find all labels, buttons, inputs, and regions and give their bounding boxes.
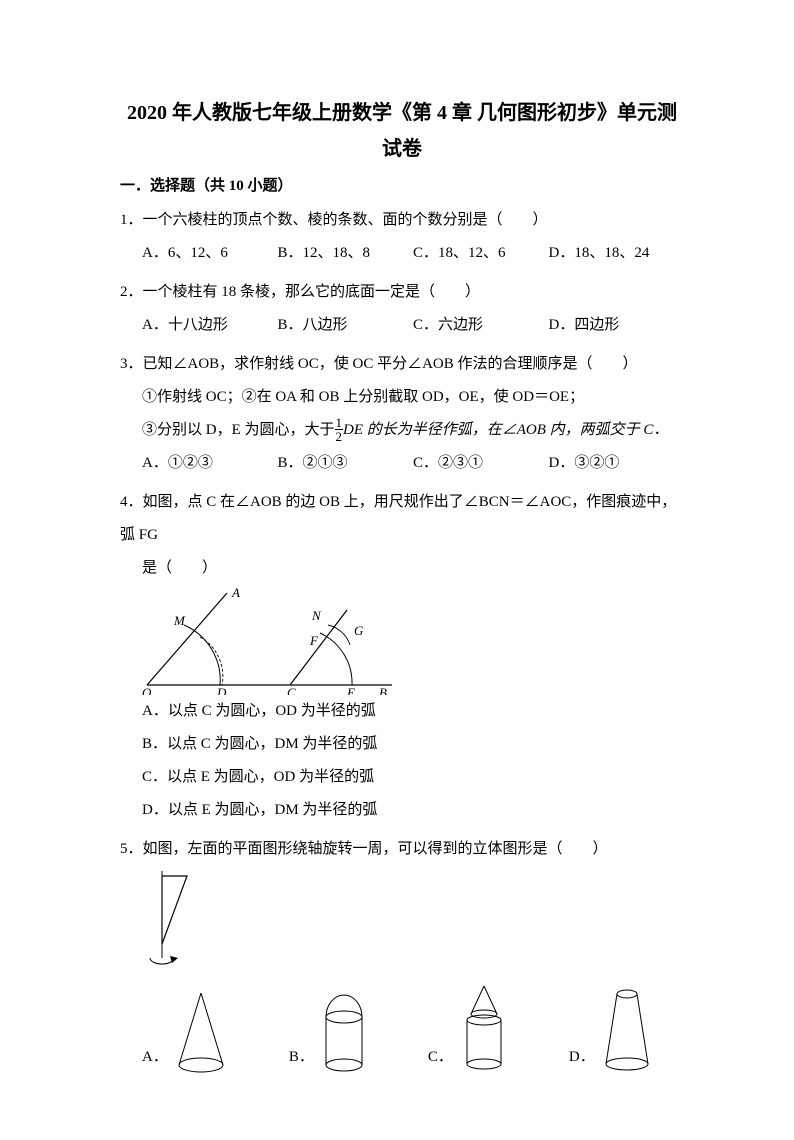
q3-opt-d: D．③②① <box>549 447 685 480</box>
q4-opt-c: C．以点 E 为圆心，OD 为半径的弧 <box>142 761 684 794</box>
q1-opt-c: C．18、12、6 <box>413 237 549 270</box>
svg-text:M: M <box>173 613 186 628</box>
q5-options: A． B． C． <box>120 984 684 1074</box>
q1-opt-a: A．6、12、6 <box>142 237 278 270</box>
q4-opt-a: A．以点 C 为圆心，OD 为半径的弧 <box>142 695 684 728</box>
question-1: 1．一个六棱柱的顶点个数、棱的条数、面的个数分别是（ ） A．6、12、6 B．… <box>120 204 684 270</box>
frustum-icon <box>601 984 653 1074</box>
q5-opt-c-label: C． <box>428 1041 453 1074</box>
q3-step3: ③分别以 D，E 为圆心，大于12DE 的长为半径作弧，在∠AOB 内，两弧交于… <box>120 414 684 447</box>
svg-text:G: G <box>354 623 364 638</box>
q4-stem-line2: 是（ ） <box>120 552 684 585</box>
q3-opt-b: B．②①③ <box>278 447 414 480</box>
q1-stem: 1．一个六棱柱的顶点个数、棱的条数、面的个数分别是（ ） <box>120 204 684 237</box>
q5-opt-a: A． <box>142 989 229 1074</box>
rotation-shape <box>142 866 202 976</box>
q2-opt-d: D．四边形 <box>549 309 685 342</box>
q1-opt-b: B．12、18、8 <box>278 237 414 270</box>
q3-step1: ①作射线 OC；②在 OA 和 OB 上分别截取 OD，OE，使 OD＝OE； <box>120 381 684 414</box>
q5-opt-b: B． <box>289 989 368 1074</box>
q3-stem: 3．已知∠AOB，求作射线 OC，使 OC 平分∠AOB 作法的合理顺序是（ ） <box>120 348 684 381</box>
svg-text:F: F <box>309 633 319 648</box>
question-3: 3．已知∠AOB，求作射线 OC，使 OC 平分∠AOB 作法的合理顺序是（ ）… <box>120 348 684 480</box>
q4-opt-d: D．以点 E 为圆心，DM 为半径的弧 <box>142 794 684 827</box>
q4-figure: A O M D C N F G E B <box>120 585 684 695</box>
q3-s3b: DE 的长为半径作弧，在∠AOB 内，两弧交于 C． <box>343 422 668 438</box>
svg-text:E: E <box>346 685 355 695</box>
cone-on-cylinder-icon <box>459 984 509 1074</box>
q5-opt-a-label: A． <box>142 1041 168 1074</box>
q3-s3a: ③分别以 D，E 为圆心，大于 <box>142 422 335 438</box>
q1-opt-d: D．18、18、24 <box>549 237 685 270</box>
q2-opt-c: C．六边形 <box>413 309 549 342</box>
question-4: 4．如图，点 C 在∠AOB 的边 OB 上，用尺规作出了∠BCN＝∠AOC，作… <box>120 486 684 827</box>
cone-icon <box>174 989 229 1074</box>
q2-opt-b: B．八边形 <box>278 309 414 342</box>
q4-stem-line1: 4．如图，点 C 在∠AOB 的边 OB 上，用尺规作出了∠BCN＝∠AOC，作… <box>120 486 684 552</box>
svg-text:D: D <box>216 685 227 695</box>
question-2: 2．一个棱柱有 18 条棱，那么它的底面一定是（ ） A．十八边形 B．八边形 … <box>120 276 684 342</box>
fraction-half: 12 <box>335 416 344 443</box>
svg-text:A: A <box>231 585 240 600</box>
q3-options: A．①②③ B．②①③ C．②③① D．③②① <box>120 447 684 480</box>
q1-options: A．6、12、6 B．12、18、8 C．18、12、6 D．18、18、24 <box>120 237 684 270</box>
title-line-2: 试卷 <box>120 131 684 167</box>
q4-options: A．以点 C 为圆心，OD 为半径的弧 B．以点 C 为圆心，DM 为半径的弧 … <box>120 695 684 827</box>
title-line-1: 2020 年人教版七年级上册数学《第 4 章 几何图形初步》单元测 <box>120 95 684 131</box>
q4-opt-b: B．以点 C 为圆心，DM 为半径的弧 <box>142 728 684 761</box>
q5-opt-d: D． <box>569 984 653 1074</box>
svg-text:O: O <box>142 685 152 695</box>
q3-opt-c: C．②③① <box>413 447 549 480</box>
q5-opt-c: C． <box>428 984 509 1074</box>
q3-opt-a: A．①②③ <box>142 447 278 480</box>
construction-diagram: A O M D C N F G E B <box>142 585 402 695</box>
svg-text:C: C <box>287 685 296 695</box>
q2-stem: 2．一个棱柱有 18 条棱，那么它的底面一定是（ ） <box>120 276 684 309</box>
section-heading: 一．选择题（共 10 小题） <box>120 175 684 198</box>
dome-cylinder-icon <box>320 989 368 1074</box>
question-5: 5．如图，左面的平面图形绕轴旋转一周，可以得到的立体图形是（ ） A． <box>120 833 684 1074</box>
page-title: 2020 年人教版七年级上册数学《第 4 章 几何图形初步》单元测 试卷 <box>120 95 684 167</box>
q5-flat-figure <box>120 866 684 976</box>
svg-text:N: N <box>311 608 322 623</box>
q2-opt-a: A．十八边形 <box>142 309 278 342</box>
q5-opt-d-label: D． <box>569 1041 595 1074</box>
svg-text:B: B <box>379 685 387 695</box>
q2-options: A．十八边形 B．八边形 C．六边形 D．四边形 <box>120 309 684 342</box>
q5-stem: 5．如图，左面的平面图形绕轴旋转一周，可以得到的立体图形是（ ） <box>120 833 684 866</box>
q5-opt-b-label: B． <box>289 1041 314 1074</box>
